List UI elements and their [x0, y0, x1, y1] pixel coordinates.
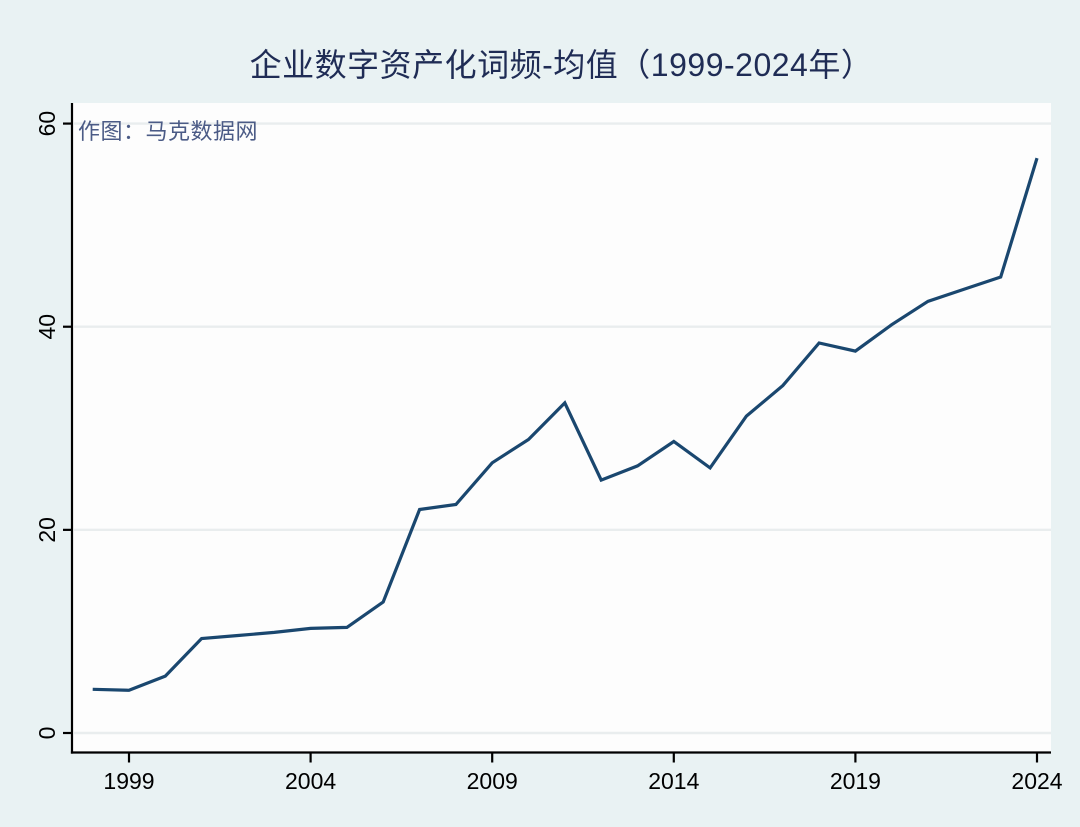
y-tick-label: 60 [34, 111, 60, 137]
y-tick-label: 0 [34, 727, 60, 740]
chart-title: 企业数字资产化词频-均值（1999-2024年） [249, 47, 874, 83]
y-tick-label: 20 [34, 517, 60, 543]
x-tick-label: 2004 [285, 768, 336, 794]
data-line [92, 157, 1039, 692]
x-tick-label: 2024 [1011, 768, 1062, 794]
x-tick-label: 2014 [648, 768, 699, 794]
watermark-annotation: 作图：马克数据网 [78, 119, 259, 144]
x-tick-label: 1999 [103, 768, 154, 794]
plot-area [72, 103, 1051, 753]
x-tick-label: 2019 [830, 768, 881, 794]
x-tick-label: 2009 [467, 768, 518, 794]
y-tick-label: 40 [34, 314, 60, 340]
